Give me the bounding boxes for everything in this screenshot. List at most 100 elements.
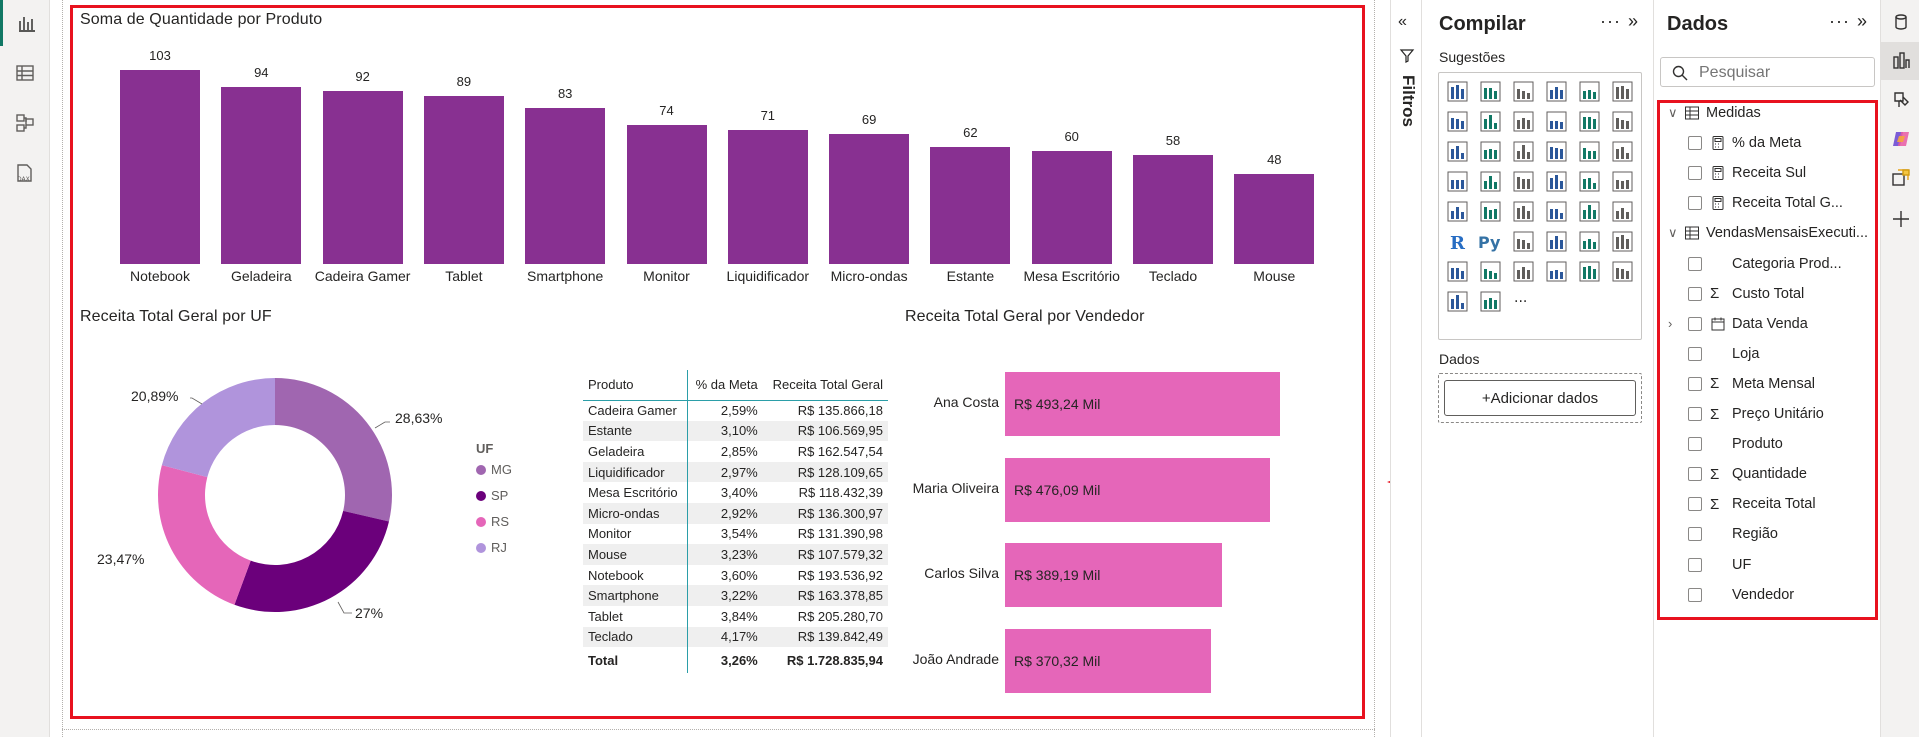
table-row[interactable]: Monitor 3,54% R$ 131.390,98 — [583, 523, 888, 545]
decomposition-tree-visual-icon[interactable] — [1544, 229, 1569, 254]
column-header-meta[interactable]: % da Meta — [687, 370, 763, 401]
field-checkbox[interactable] — [1688, 256, 1702, 271]
bar-micro-ondas[interactable] — [829, 134, 910, 264]
field-checkbox[interactable] — [1688, 316, 1702, 331]
custom-visual-visual-icon[interactable] — [1610, 259, 1635, 284]
donut-slice-mg[interactable] — [275, 378, 392, 522]
field-item[interactable]: › Data Venda — [1668, 309, 1808, 339]
field-checkbox[interactable] — [1688, 376, 1702, 391]
button-slicer-visual-icon[interactable] — [1577, 259, 1602, 284]
model-view-icon[interactable] — [0, 100, 50, 146]
paginated-visual-icon[interactable] — [1478, 259, 1503, 284]
stacked-column-visual-icon[interactable] — [1478, 79, 1503, 104]
dax-query-view-icon[interactable]: DAX — [0, 150, 50, 196]
field-checkbox[interactable] — [1688, 196, 1702, 211]
table-row[interactable]: Cadeira Gamer 2,59% R$ 135.866,18 — [583, 400, 888, 421]
table-row[interactable]: Mouse 3,23% R$ 107.579,32 — [583, 544, 888, 565]
table-node[interactable]: ∨ VendasMensaisExecuti... — [1668, 218, 1868, 248]
data-pane-toggle-icon[interactable] — [1881, 3, 1919, 41]
add-data-button[interactable]: +Adicionar dados — [1444, 380, 1636, 416]
filters-pane-collapsed[interactable] — [1390, 0, 1422, 737]
table-node[interactable]: ∨ Medidas — [1668, 98, 1761, 128]
100-area-visual-icon[interactable] — [1544, 109, 1569, 134]
bar-liquidificador[interactable] — [727, 130, 808, 264]
field-checkbox[interactable] — [1688, 497, 1702, 512]
field-item[interactable]: % da Meta — [1688, 128, 1801, 158]
line-visual-icon[interactable] — [1445, 109, 1470, 134]
bar-smartphone[interactable] — [525, 107, 606, 264]
bar-estante[interactable] — [930, 147, 1011, 264]
bar-tablet[interactable] — [423, 96, 504, 264]
table-row[interactable]: Tablet 3,84% R$ 205.280,70 — [583, 605, 888, 627]
slicer-visual-icon[interactable] — [1544, 199, 1569, 224]
column-header-produto[interactable]: Produto — [583, 370, 688, 401]
table-row[interactable]: Geladeira 2,85% R$ 162.547,54 — [583, 441, 888, 462]
donut-slice-rs[interactable] — [158, 465, 251, 605]
donut-visual-icon[interactable] — [1610, 139, 1635, 164]
table-row[interactable]: Teclado 4,17% R$ 139.842,49 — [583, 626, 888, 648]
report-view-icon[interactable] — [0, 0, 50, 46]
chevron-down-icon[interactable]: ∨ — [1668, 105, 1678, 120]
field-item[interactable]: Região — [1688, 519, 1778, 549]
bar-teclado[interactable] — [1133, 154, 1213, 264]
field-checkbox[interactable] — [1688, 437, 1702, 452]
more-visual-icon[interactable]: ··· — [1511, 289, 1536, 314]
waterfall-visual-icon[interactable] — [1478, 139, 1503, 164]
azure-map-visual-icon[interactable] — [1577, 169, 1602, 194]
clustered-column-visual-icon[interactable] — [1544, 79, 1569, 104]
field-item[interactable]: Σ Custo Total — [1688, 279, 1804, 309]
treemap-visual-icon[interactable] — [1445, 169, 1470, 194]
table-row[interactable]: Mesa Escritório 3,40% R$ 118.432,39 — [583, 482, 888, 503]
100-column-visual-icon[interactable] — [1610, 79, 1635, 104]
bookmarks-selection-icon[interactable] — [1881, 159, 1919, 197]
gauge-visual-icon[interactable] — [1610, 169, 1635, 194]
card-visual-icon[interactable] — [1445, 199, 1470, 224]
funnel-visual-icon[interactable] — [1511, 139, 1536, 164]
field-item[interactable]: Σ Receita Total — [1688, 489, 1816, 519]
field-checkbox[interactable] — [1688, 286, 1702, 301]
bar-cadeira-gamer[interactable] — [322, 90, 403, 264]
table-row[interactable]: Smartphone 3,22% R$ 163.378,85 — [583, 585, 888, 606]
field-checkbox[interactable] — [1688, 557, 1702, 572]
field-checkbox[interactable] — [1688, 407, 1702, 421]
field-item[interactable]: UF — [1688, 550, 1751, 580]
field-item[interactable]: Σ Quantidade — [1688, 459, 1807, 489]
add-pane-icon[interactable] — [1881, 200, 1919, 238]
bar-notebook[interactable] — [120, 70, 200, 264]
new-card-visual-icon[interactable] — [1511, 259, 1536, 284]
scatter-visual-icon[interactable] — [1544, 139, 1569, 164]
legend-item-rj[interactable]: RJ — [476, 540, 507, 555]
chevron-right-icon[interactable]: › — [1668, 316, 1673, 332]
legend-item-mg[interactable]: MG — [476, 462, 512, 477]
bar-mesa-escrit-rio[interactable] — [1031, 150, 1112, 264]
map-visual-icon[interactable] — [1478, 169, 1503, 194]
expand-filters-icon[interactable]: « — [1398, 13, 1407, 30]
ribbon-visual-icon[interactable] — [1445, 139, 1470, 164]
r-visual-visual-icon[interactable]: R — [1445, 229, 1470, 254]
pie-visual-icon[interactable] — [1577, 139, 1602, 164]
qa-visual-icon[interactable] — [1577, 229, 1602, 254]
area-visual-icon[interactable] — [1478, 109, 1503, 134]
100-bar-visual-icon[interactable] — [1577, 79, 1602, 104]
line-clustered-visual-icon[interactable] — [1610, 109, 1635, 134]
clustered-bar-visual-icon[interactable] — [1511, 79, 1536, 104]
table-row[interactable]: Liquidificador 2,97% R$ 128.109,65 — [583, 461, 888, 483]
field-item[interactable]: Loja — [1688, 339, 1759, 369]
table-row[interactable]: Micro-ondas 2,92% R$ 136.300,97 — [583, 502, 888, 524]
donut-slice-rj[interactable] — [161, 378, 275, 478]
field-checkbox[interactable] — [1688, 467, 1702, 482]
matrix-visual-icon[interactable] — [1610, 199, 1635, 224]
field-item[interactable]: Σ Meta Mensal — [1688, 369, 1815, 399]
filters-label[interactable]: Filtros — [1399, 75, 1418, 127]
field-item[interactable]: Σ Preço Unitário — [1688, 399, 1824, 429]
legend-item-rs[interactable]: RS — [476, 514, 509, 529]
donut-slice-sp[interactable] — [234, 510, 389, 612]
hbar-2[interactable] — [1005, 457, 1271, 522]
table-view-icon[interactable] — [0, 50, 50, 96]
goals-visual-icon[interactable] — [1445, 259, 1470, 284]
produto-table[interactable]: Produto % da Meta Receita Total Geral Ca… — [583, 370, 888, 674]
column-header-receita[interactable]: Receita Total Geral — [762, 370, 888, 401]
kpi-visual-icon[interactable] — [1511, 199, 1536, 224]
collapse-build-pane-icon[interactable]: » — [1628, 11, 1639, 31]
field-item[interactable]: Receita Total G... — [1688, 188, 1843, 218]
